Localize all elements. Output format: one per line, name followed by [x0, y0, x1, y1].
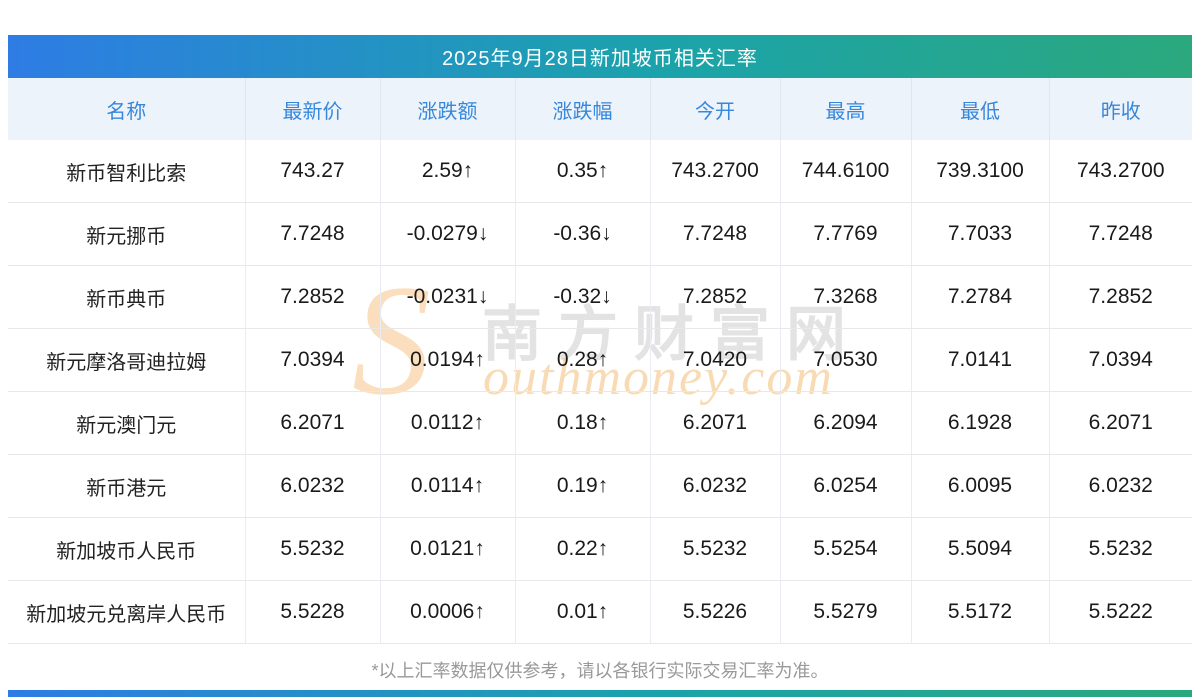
cell-today-open: 5.5226	[650, 580, 781, 644]
rate-row: 新加坡币人民币 5.5232 0.0121↑ 0.22↑ 5.5232 5.52…	[8, 517, 1192, 581]
rate-row: 新币典币 7.2852 -0.0231↓ -0.32↓ 7.2852 7.326…	[8, 265, 1192, 329]
cell-high: 5.5254	[780, 517, 912, 581]
cell-today-open: 6.0232	[650, 454, 781, 518]
cell-today-open: 7.0420	[650, 328, 781, 392]
rate-row: 新币港元 6.0232 0.0114↑ 0.19↑ 6.0232 6.0254 …	[8, 454, 1192, 518]
cell-change-percent: 0.22↑	[515, 517, 651, 581]
cell-change-amount: 2.59↑	[380, 140, 516, 203]
cell-currency-name: 新币智利比索	[8, 140, 246, 203]
cell-low: 7.2784	[911, 265, 1050, 329]
col-header-open: 今开	[650, 78, 781, 140]
cell-currency-name: 新元澳门元	[8, 391, 246, 455]
cell-currency-name: 新加坡币人民币	[8, 517, 246, 581]
col-header-prev-close: 昨收	[1049, 78, 1192, 140]
cell-low: 7.0141	[911, 328, 1050, 392]
cell-low: 6.0095	[911, 454, 1050, 518]
cell-change-percent: 0.01↑	[515, 580, 651, 644]
cell-latest-price: 7.0394	[245, 328, 381, 392]
cell-low: 7.7033	[911, 202, 1050, 266]
cell-today-open: 6.2071	[650, 391, 781, 455]
cell-prev-close: 5.5222	[1049, 580, 1192, 644]
cell-high: 6.0254	[780, 454, 912, 518]
rate-row: 新元澳门元 6.2071 0.0112↑ 0.18↑ 6.2071 6.2094…	[8, 391, 1192, 455]
cell-high: 5.5279	[780, 580, 912, 644]
table-title-bar: 2025年9月28日新加坡币相关汇率	[8, 35, 1192, 78]
cell-latest-price: 7.2852	[245, 265, 381, 329]
col-header-change-pct: 涨跌幅	[515, 78, 651, 140]
cell-high: 7.7769	[780, 202, 912, 266]
cell-currency-name: 新加坡元兑离岸人民币	[8, 580, 246, 644]
col-header-name: 名称	[8, 78, 246, 140]
cell-change-amount: 0.0114↑	[380, 454, 516, 518]
cell-currency-name: 新币港元	[8, 454, 246, 518]
cell-high: 744.6100	[780, 140, 912, 203]
cell-change-amount: -0.0279↓	[380, 202, 516, 266]
col-header-high: 最高	[780, 78, 912, 140]
cell-high: 7.3268	[780, 265, 912, 329]
col-header-change: 涨跌额	[380, 78, 516, 140]
table-header-row: 名称 最新价 涨跌额 涨跌幅 今开 最高 最低 昨收	[8, 78, 1192, 140]
cell-currency-name: 新元挪币	[8, 202, 246, 266]
cell-change-percent: 0.35↑	[515, 140, 651, 203]
cell-latest-price: 743.27	[245, 140, 381, 203]
cell-low: 5.5094	[911, 517, 1050, 581]
col-header-low: 最低	[911, 78, 1050, 140]
cell-currency-name: 新币典币	[8, 265, 246, 329]
cell-low: 6.1928	[911, 391, 1050, 455]
cell-change-amount: 0.0194↑	[380, 328, 516, 392]
cell-change-percent: 0.19↑	[515, 454, 651, 518]
cell-low: 739.3100	[911, 140, 1050, 203]
cell-change-percent: 0.18↑	[515, 391, 651, 455]
cell-change-amount: 0.0006↑	[380, 580, 516, 644]
page-title: 2025年9月28日新加坡币相关汇率	[442, 48, 758, 70]
cell-change-percent: 0.28↑	[515, 328, 651, 392]
cell-latest-price: 5.5228	[245, 580, 381, 644]
cell-prev-close: 6.0232	[1049, 454, 1192, 518]
cell-prev-close: 5.5232	[1049, 517, 1192, 581]
rate-row: 新元挪币 7.7248 -0.0279↓ -0.36↓ 7.7248 7.776…	[8, 202, 1192, 266]
rate-row: 新加坡元兑离岸人民币 5.5228 0.0006↑ 0.01↑ 5.5226 5…	[8, 580, 1192, 644]
cell-change-percent: -0.36↓	[515, 202, 651, 266]
cell-change-amount: -0.0231↓	[380, 265, 516, 329]
rate-table-body: 新币智利比索 743.27 2.59↑ 0.35↑ 743.2700 744.6…	[8, 140, 1192, 644]
cell-today-open: 5.5232	[650, 517, 781, 581]
cell-latest-price: 6.0232	[245, 454, 381, 518]
cell-today-open: 7.2852	[650, 265, 781, 329]
next-section-bar-partial	[8, 690, 1192, 697]
cell-prev-close: 7.0394	[1049, 328, 1192, 392]
col-header-latest: 最新价	[245, 78, 381, 140]
cell-latest-price: 7.7248	[245, 202, 381, 266]
cell-prev-close: 7.7248	[1049, 202, 1192, 266]
rate-row: 新币智利比索 743.27 2.59↑ 0.35↑ 743.2700 744.6…	[8, 140, 1192, 203]
cell-high: 7.0530	[780, 328, 912, 392]
footnote: *以上汇率数据仅供参考，请以各银行实际交易汇率为准。	[371, 661, 829, 681]
cell-latest-price: 6.2071	[245, 391, 381, 455]
cell-latest-price: 5.5232	[245, 517, 381, 581]
cell-prev-close: 7.2852	[1049, 265, 1192, 329]
exchange-rate-table: 名称 最新价 涨跌额 涨跌幅 今开 最高 最低 昨收 新币智利比索 743.27…	[8, 78, 1192, 644]
cell-today-open: 7.7248	[650, 202, 781, 266]
cell-prev-close: 743.2700	[1049, 140, 1192, 203]
cell-low: 5.5172	[911, 580, 1050, 644]
cell-change-amount: 0.0112↑	[380, 391, 516, 455]
cell-currency-name: 新元摩洛哥迪拉姆	[8, 328, 246, 392]
content: 2025年9月28日新加坡币相关汇率 名称 最新价 涨跌额 涨跌幅 今开 最高 …	[8, 35, 1192, 683]
cell-high: 6.2094	[780, 391, 912, 455]
cell-today-open: 743.2700	[650, 140, 781, 203]
cell-change-percent: -0.32↓	[515, 265, 651, 329]
cell-change-amount: 0.0121↑	[380, 517, 516, 581]
rate-row: 新元摩洛哥迪拉姆 7.0394 0.0194↑ 0.28↑ 7.0420 7.0…	[8, 328, 1192, 392]
cell-prev-close: 6.2071	[1049, 391, 1192, 455]
